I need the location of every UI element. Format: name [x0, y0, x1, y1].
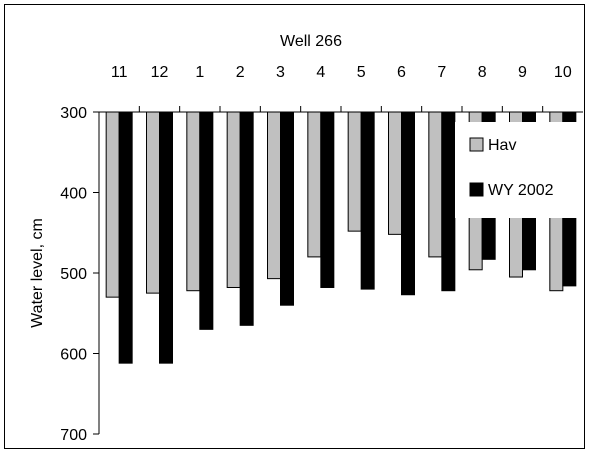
- bar-wy-2002: [360, 111, 375, 290]
- bar-wy-2002: [441, 111, 456, 292]
- bar-wy-2002: [199, 111, 214, 330]
- y-tick-label: 400: [60, 186, 87, 203]
- legend-label: WY 2002: [488, 182, 554, 199]
- bar-hav: [146, 111, 160, 294]
- x-axis-ticks: 11 12 1 2 3 4 5 6 7 8 9 10: [111, 64, 572, 112]
- y-axis-label: Water level, cm: [29, 218, 46, 328]
- bar-wy-2002: [320, 111, 335, 288]
- x-tick-label: 3: [276, 64, 285, 81]
- bar-hav: [307, 111, 322, 258]
- x-tick-label: 12: [151, 64, 169, 81]
- y-tick-label: 300: [60, 105, 87, 122]
- x-tick-label: 9: [518, 64, 527, 81]
- x-tick-label: 7: [437, 64, 446, 81]
- x-tick-label: 2: [236, 64, 245, 81]
- x-tick-label: 5: [357, 64, 366, 81]
- x-tick-label: 10: [554, 64, 572, 81]
- legend-swatch: [469, 182, 484, 197]
- bar-wy-2002: [280, 111, 294, 306]
- x-tick-label: 6: [397, 64, 406, 81]
- bar-wy-2002: [239, 111, 254, 326]
- bar-wy-2002: [401, 111, 415, 296]
- x-tick-label: 1: [195, 64, 204, 81]
- bar-hav: [226, 111, 241, 288]
- legend-label: Hav: [488, 137, 516, 154]
- chart-title: Well 266: [280, 33, 342, 50]
- bar-hav: [105, 111, 120, 298]
- y-tick-label: 700: [60, 427, 87, 444]
- bar-hav: [267, 111, 281, 280]
- bar-wy-2002: [159, 111, 173, 364]
- bar-hav: [347, 111, 362, 232]
- bar-wy-2002: [118, 111, 133, 364]
- y-tick-label: 600: [60, 347, 87, 364]
- bar-hav: [186, 111, 201, 292]
- bar-hav: [428, 111, 443, 258]
- y-axis-ticks: 300 400 500 600 700: [60, 105, 99, 444]
- x-tick-label: 8: [478, 64, 487, 81]
- legend-swatch: [469, 137, 484, 152]
- y-tick-label: 500: [60, 266, 87, 283]
- bar-hav: [388, 111, 402, 235]
- x-tick-label: 11: [111, 64, 128, 81]
- legend: Hav WY 2002: [455, 122, 577, 218]
- x-tick-label: 4: [316, 64, 325, 81]
